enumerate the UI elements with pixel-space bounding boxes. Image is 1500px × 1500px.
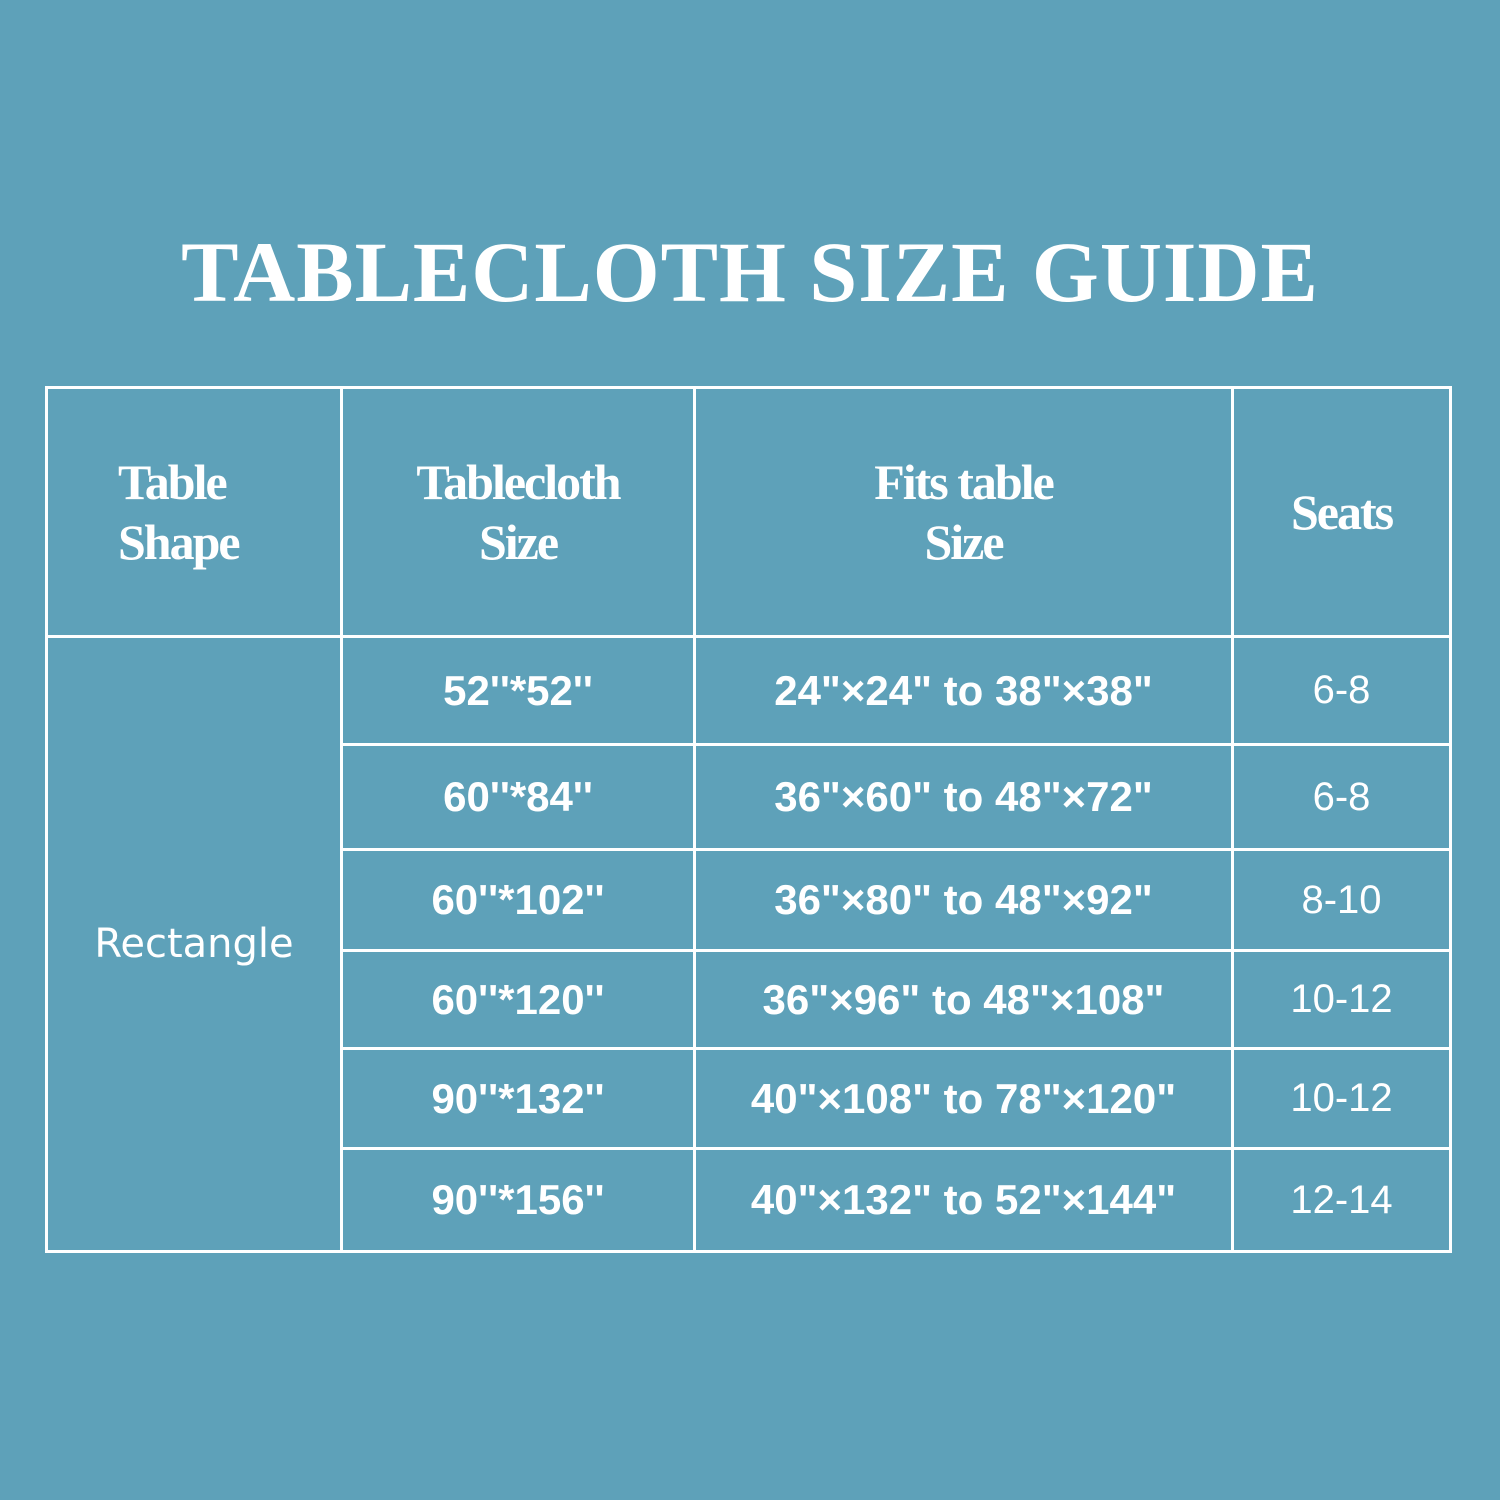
table-header-row: Table Shape Tablecloth Size Fits table Size… <box>45 386 1452 638</box>
tablecloth-size-cell: 90''*156'' <box>340 1147 696 1253</box>
table-row: 60''*84'' 36"×60" to 48"×72" 6-8 <box>47 743 1452 851</box>
table-row: 60''*102'' 36"×80" to 48"×92" 8-10 <box>47 848 1452 952</box>
fits-size-cell: 40"×108" to 78"×120" <box>693 1047 1234 1150</box>
header-table-shape: Table Shape <box>45 386 343 638</box>
tablecloth-size-cell: 60''*120'' <box>340 949 696 1050</box>
tablecloth-size-cell: 90''*132'' <box>340 1047 696 1150</box>
fits-size-cell: 36"×80" to 48"×92" <box>693 848 1234 952</box>
table-row: 90''*156'' 40"×132" to 52"×144" 12-14 <box>47 1147 1452 1253</box>
seats-cell: 12-14 <box>1231 1147 1452 1253</box>
header-line: Size <box>478 514 559 570</box>
header-line: Fits table <box>874 454 1055 510</box>
header-line: Table <box>118 454 228 510</box>
fits-size-cell: 36"×96" to 48"×108" <box>693 949 1234 1050</box>
fits-size-cell: 40"×132" to 52"×144" <box>693 1147 1234 1253</box>
seats-cell: 10-12 <box>1231 949 1452 1050</box>
table-row: 90''*132'' 40"×108" to 78"×120" 10-12 <box>47 1047 1452 1150</box>
seats-cell: 8-10 <box>1231 848 1452 952</box>
header-line: Size <box>924 514 1004 570</box>
fits-size-cell: 24"×24" to 38"×38" <box>693 635 1234 746</box>
seats-cell: 6-8 <box>1231 743 1452 851</box>
header-tablecloth-size: Tablecloth Size <box>340 386 696 638</box>
tablecloth-size-cell: 52''*52'' <box>340 635 696 746</box>
header-fits-table-size: Fits table Size <box>693 386 1234 638</box>
table-row: Rectangle 52''*52'' 24"×24" to 38"×38" 6… <box>45 635 1452 1253</box>
header-line: Tablecloth <box>416 454 621 510</box>
fits-size-cell: 36"×60" to 48"×72" <box>693 743 1234 851</box>
tablecloth-size-cell: 60''*84'' <box>340 743 696 851</box>
tablecloth-size-cell: 60''*102'' <box>340 848 696 952</box>
header-line: Shape <box>118 514 241 570</box>
table-shape-cell: Rectangle <box>45 635 343 1253</box>
page-title: TABLECLOTH SIZE GUIDE <box>181 224 1319 320</box>
table-row: 60''*120'' 36"×96" to 48"×108" 10-12 <box>47 949 1452 1050</box>
seats-cell: 6-8 <box>1231 635 1452 746</box>
header-line: Seats <box>1290 484 1394 540</box>
header-seats: Seats <box>1231 386 1452 638</box>
size-guide-table: Table Shape Tablecloth Size Fits table Size… <box>45 386 1452 1253</box>
seats-cell: 10-12 <box>1231 1047 1452 1150</box>
